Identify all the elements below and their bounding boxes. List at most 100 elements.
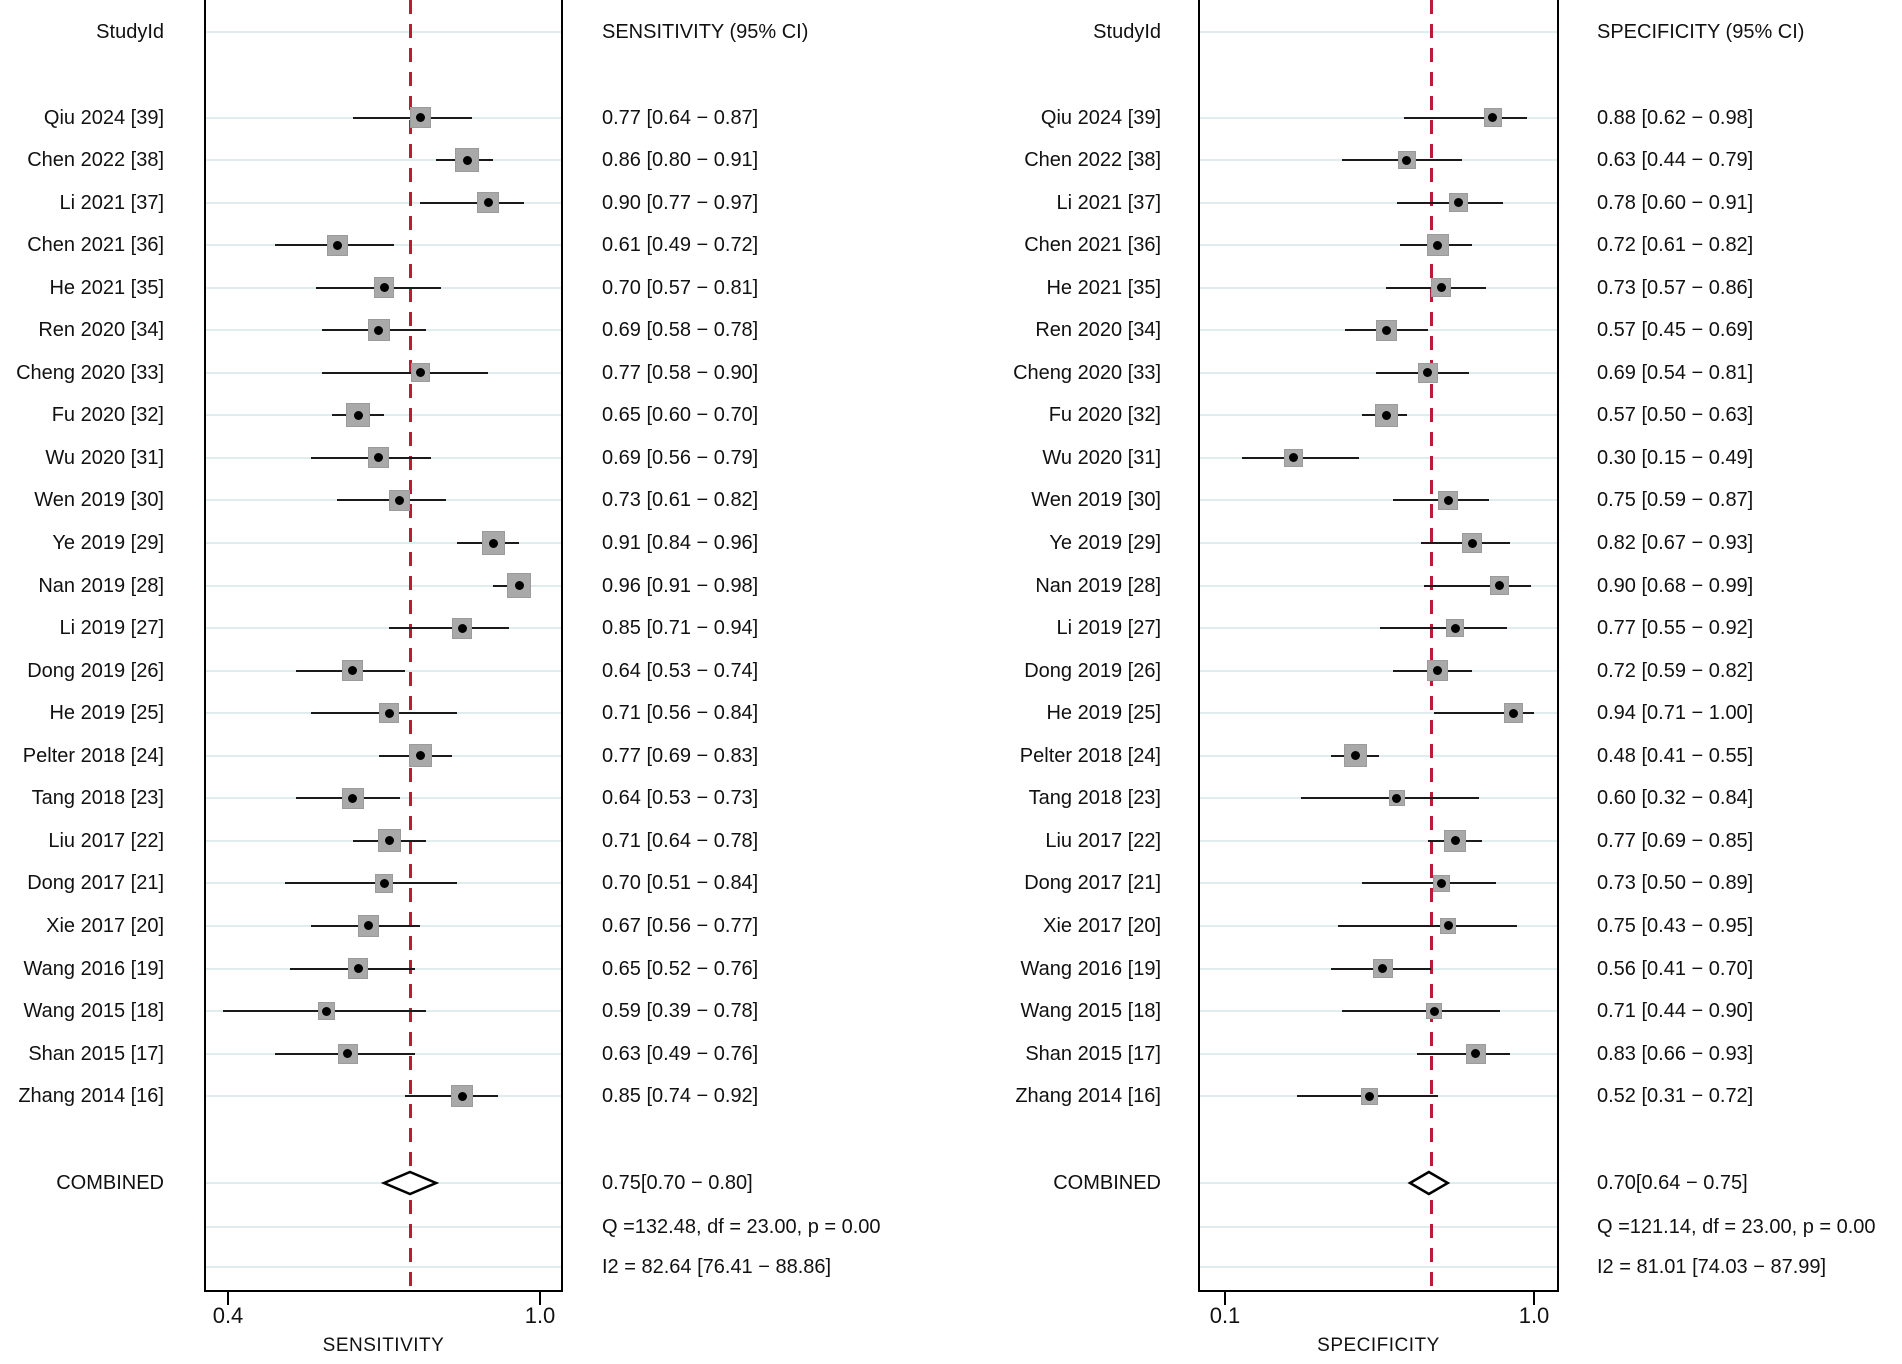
value-text: 0.83 [0.66 − 0.93] xyxy=(1597,1042,1754,1065)
value-text: 0.75 [0.59 − 0.87] xyxy=(1597,489,1754,512)
point-dot xyxy=(1471,1049,1481,1059)
combined-diamond xyxy=(380,1169,440,1197)
studyid-header: StudyId xyxy=(96,21,164,43)
axis-tick xyxy=(1224,1292,1226,1305)
gridline xyxy=(1200,1052,1557,1055)
value-text: 0.72 [0.61 − 0.82] xyxy=(1597,234,1754,257)
combined-label: COMBINED xyxy=(56,1172,164,1194)
value-text: 0.77 [0.55 − 0.92] xyxy=(1597,617,1754,640)
combined-value: 0.75[0.70 − 0.80] xyxy=(602,1172,753,1194)
axis-tick xyxy=(539,1292,541,1305)
value-text: 0.60 [0.32 − 0.84] xyxy=(1597,787,1754,810)
gridline xyxy=(1200,201,1557,204)
study-label: Dong 2017 [21] xyxy=(27,872,164,895)
study-label: Qiu 2024 [39] xyxy=(1040,106,1161,129)
value-text: 0.30 [0.15 − 0.49] xyxy=(1597,446,1754,469)
study-label: He 2019 [25] xyxy=(49,702,164,725)
point-dot xyxy=(1488,113,1498,122)
value-text: 0.75 [0.43 − 0.95] xyxy=(1597,914,1754,937)
gridline xyxy=(1200,31,1557,33)
gridline xyxy=(206,31,561,33)
point-dot xyxy=(363,921,373,931)
value-text: 0.82 [0.67 − 0.93] xyxy=(1597,532,1754,554)
value-text: 0.96 [0.91 − 0.98] xyxy=(602,574,759,597)
value-text: 0.56 [0.41 − 0.70] xyxy=(1597,957,1754,980)
study-label: Zhang 2014 [16] xyxy=(18,1085,164,1108)
value-text: 0.77 [0.58 − 0.90] xyxy=(602,361,759,384)
study-label: He 2021 [35] xyxy=(1046,276,1161,299)
value-text: 0.65 [0.60 − 0.70] xyxy=(602,404,759,427)
gridline xyxy=(206,1266,561,1268)
value-text: 0.67 [0.56 − 0.77] xyxy=(602,914,759,937)
point-dot xyxy=(1350,751,1360,761)
point-dot xyxy=(1402,155,1412,165)
study-label: Chen 2022 [38] xyxy=(1024,149,1161,172)
value-text: 0.69 [0.58 − 0.78] xyxy=(602,319,759,342)
study-label: Liu 2017 [22] xyxy=(48,829,164,852)
ci-line xyxy=(1341,1010,1500,1013)
value-text: 0.85 [0.74 − 0.92] xyxy=(602,1085,759,1108)
gridline xyxy=(1200,712,1557,715)
study-label: He 2019 [25] xyxy=(1046,702,1161,725)
point-dot xyxy=(1381,325,1391,335)
point-dot xyxy=(462,155,472,165)
study-label: Chen 2021 [36] xyxy=(27,234,164,257)
point-dot xyxy=(374,325,384,335)
value-text: 0.57 [0.45 − 0.69] xyxy=(1597,319,1754,342)
value-text: 0.64 [0.53 − 0.74] xyxy=(602,659,759,682)
gridline xyxy=(1200,286,1557,289)
value-text: 0.59 [0.39 − 0.78] xyxy=(602,1000,759,1023)
value-text: 0.69 [0.56 − 0.79] xyxy=(602,446,759,469)
study-label: Li 2019 [27] xyxy=(1056,617,1161,640)
study-label: Fu 2020 [32] xyxy=(1048,404,1161,427)
study-label: Pelter 2018 [24] xyxy=(1019,744,1161,767)
stat-line: I2 = 82.64 [76.41 − 88.86] xyxy=(602,1256,832,1278)
point-dot xyxy=(1508,708,1518,718)
study-label: Wang 2015 [18] xyxy=(1020,1000,1161,1023)
value-text: 0.61 [0.49 − 0.72] xyxy=(602,234,759,257)
value-text: 0.57 [0.50 − 0.63] xyxy=(1597,404,1754,427)
study-label: Li 2021 [37] xyxy=(1056,191,1161,214)
value-text: 0.71 [0.44 − 0.90] xyxy=(1597,1000,1754,1023)
axis-tick-label: 0.4 xyxy=(212,1303,244,1328)
value-text: 0.90 [0.68 − 0.99] xyxy=(1597,574,1754,597)
point-dot xyxy=(415,751,425,761)
gridline xyxy=(1200,1266,1557,1268)
point-dot xyxy=(1450,836,1460,846)
point-dot xyxy=(374,453,384,463)
plot-box xyxy=(204,0,563,1292)
value-text: 0.77 [0.69 − 0.83] xyxy=(602,744,759,767)
study-label: Wen 2019 [30] xyxy=(1031,489,1161,512)
ci-line xyxy=(1424,584,1531,587)
study-label: Ren 2020 [34] xyxy=(38,319,164,342)
point-dot xyxy=(1495,581,1505,591)
value-text: 0.71 [0.56 − 0.84] xyxy=(602,702,759,725)
axis-title: SENSITIVITY xyxy=(322,1335,445,1356)
ci-line xyxy=(1417,1052,1510,1055)
study-label: Xie 2017 [20] xyxy=(46,914,164,937)
gridline xyxy=(206,1226,561,1228)
point-dot xyxy=(1450,623,1460,633)
ci-line xyxy=(1379,627,1507,630)
gridline xyxy=(1200,456,1557,459)
study-label: Wu 2020 [31] xyxy=(45,446,164,469)
study-label: Wang 2016 [19] xyxy=(1020,957,1161,980)
point-dot xyxy=(1436,878,1446,888)
study-label: Nan 2019 [28] xyxy=(38,574,164,597)
point-dot xyxy=(415,113,425,122)
gridline xyxy=(1200,542,1557,544)
combined-diamond-shape xyxy=(380,1170,440,1196)
ci-line xyxy=(1338,924,1517,927)
ci-line xyxy=(285,882,457,885)
gridline xyxy=(206,159,561,162)
value-text: 0.91 [0.84 − 0.96] xyxy=(602,532,759,554)
study-label: Qiu 2024 [39] xyxy=(43,106,164,129)
point-dot xyxy=(415,368,425,378)
plot-box xyxy=(1198,0,1559,1292)
point-dot xyxy=(348,666,358,676)
stat-line: Q =132.48, df = 23.00, p = 0.00 xyxy=(602,1216,881,1238)
gridline xyxy=(206,1095,561,1098)
value-text: 0.94 [0.71 − 1.00] xyxy=(1597,702,1754,725)
value-text: 0.63 [0.49 − 0.76] xyxy=(602,1042,759,1065)
